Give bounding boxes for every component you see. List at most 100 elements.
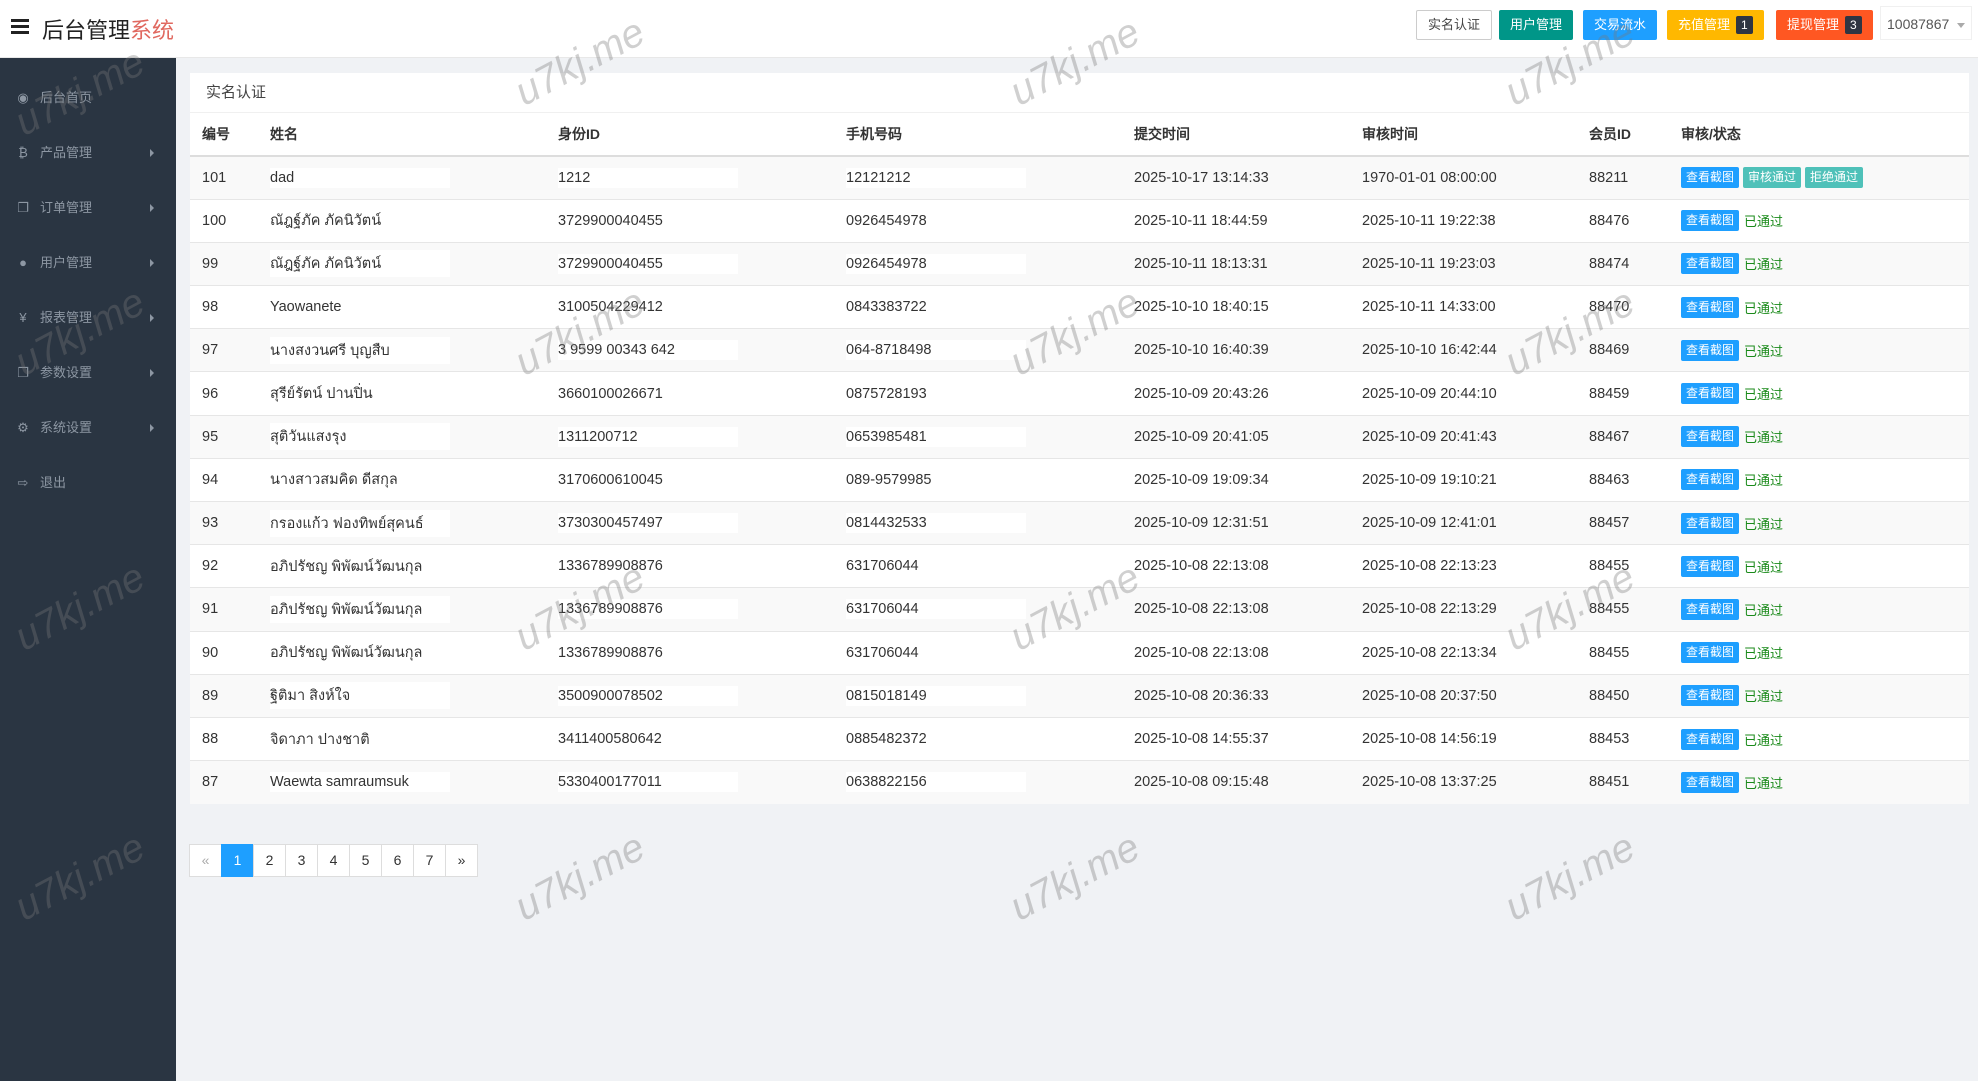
cell-id: 99 [190,241,258,286]
name-text: สุรีย์รัตน์ ปานปิ่น [270,380,450,408]
column-header: 身份ID [546,113,834,157]
cell-phone: 631706044 [834,587,1122,632]
table-row: 91 อภิปรัชญ พิพัฒน์วัฒนกุล 1336789908876… [190,587,1969,632]
phone-text: 089-9579985 [846,469,1026,490]
page-7-button[interactable]: 7 [413,844,446,877]
approve-button[interactable]: 审核通过 [1743,167,1802,189]
view-screenshot-button[interactable]: 查看截图 [1681,685,1740,707]
transactions-button[interactable]: 交易流水 [1583,10,1658,40]
sidebar-item-4[interactable]: ¥ 报表管理 [0,298,176,338]
view-screenshot-button[interactable]: 查看截图 [1681,253,1740,275]
sidebar-item-0[interactable]: ◉ 后台首页 [0,78,176,118]
cell-member-id: 88211 [1577,155,1669,200]
phone-text: 0815018149 [846,685,1026,706]
view-screenshot-button[interactable]: 查看截图 [1681,383,1740,405]
sidebar-item-5[interactable]: ❐ 参数设置 [0,353,176,393]
page-2-button[interactable]: 2 [253,844,286,877]
name-text: กรองแก้ว ฟองทิพย์สุคนธ์ [270,509,450,537]
status-text: 已通过 [1744,343,1784,359]
cell-idno: 3170600610045 [546,457,834,502]
cell-id: 101 [190,155,258,200]
cell-review-time: 2025-10-09 19:10:21 [1350,457,1577,502]
table-row: 97 นางสงวนศรี บุญสืบ 3 9599 00343 642 06… [190,328,1969,372]
sidebar-item-1[interactable]: ₿ 产品管理 [0,133,176,173]
cell-actions: 查看截图 已通过 [1669,673,1969,718]
user-management-button[interactable]: 用户管理 [1499,10,1574,40]
cell-submit-time: 2025-10-09 12:31:51 [1122,500,1350,545]
column-header: 姓名 [258,113,546,157]
watermark: u7kj.me [507,824,652,930]
sidebar-item-6[interactable]: ⚙ 系统设置 [0,408,176,448]
cell-actions: 查看截图 已通过 [1669,198,1969,243]
sidebar-item-3[interactable]: ● 用户管理 [0,243,176,283]
recharge-management-button[interactable]: 充值管理 1 [1667,10,1764,40]
sidebar-item-label: 后台首页 [40,90,93,105]
cell-idno: 1212 [546,155,834,200]
idno-text: 5330400177011 [558,772,738,793]
phone-text: 0875728193 [846,383,1026,404]
column-header: 手机号码 [834,113,1122,157]
cell-phone: 064-8718498 [834,328,1122,372]
panel-title: 实名认证 [190,73,1969,113]
cell-name: ฐิติมา สิงห์ใจ [258,673,546,718]
prev-page-button[interactable]: « [189,844,222,877]
cell-member-id: 88451 [1577,760,1669,804]
view-screenshot-button[interactable]: 查看截图 [1681,512,1740,534]
files-icon: ❐ [17,200,29,215]
view-screenshot-button[interactable]: 查看截图 [1681,167,1740,189]
user-icon: ● [19,255,27,270]
view-screenshot-button[interactable]: 查看截图 [1681,771,1740,793]
user-dropdown[interactable]: 10087867 [1880,6,1973,40]
cell-phone: 0926454978 [834,198,1122,243]
cell-member-id: 88457 [1577,500,1669,545]
page-5-button[interactable]: 5 [349,844,382,877]
watermark: u7kj.me [1002,824,1147,930]
view-screenshot-button[interactable]: 查看截图 [1681,296,1740,318]
cell-name: ณัฎฐ์ภัค ภัคนิวัตน์ [258,241,546,286]
cell-phone: 0638822156 [834,760,1122,804]
cell-idno: 3660100026671 [546,371,834,416]
name-text: ฐิติมา สิงห์ใจ [270,682,450,710]
page-6-button[interactable]: 6 [381,844,414,877]
idno-text: 3 9599 00343 642 [558,340,738,361]
sidebar-item-7[interactable]: ⇨ 退出 [0,463,176,503]
view-screenshot-button[interactable]: 查看截图 [1681,598,1740,620]
cell-review-time: 2025-10-11 14:33:00 [1350,285,1577,329]
view-screenshot-button[interactable]: 查看截图 [1681,555,1740,577]
page-4-button[interactable]: 4 [317,844,350,877]
cell-actions: 查看截图 已通过 [1669,544,1969,588]
view-screenshot-button[interactable]: 查看截图 [1681,642,1740,664]
page-3-button[interactable]: 3 [285,844,318,877]
sidebar-item-2[interactable]: ❐ 订单管理 [0,188,176,228]
column-header: 提交时间 [1122,113,1350,157]
sidebar-item-label: 退出 [40,475,67,490]
status-text: 已通过 [1744,602,1784,618]
hamburger-menu-icon[interactable] [11,19,29,35]
cell-idno: 1336789908876 [546,630,834,675]
cell-phone: 089-9579985 [834,457,1122,502]
cell-submit-time: 2025-10-09 20:43:26 [1122,371,1350,416]
view-screenshot-button[interactable]: 查看截图 [1681,469,1740,491]
phone-text: 064-8718498 [846,340,1026,361]
view-screenshot-button[interactable]: 查看截图 [1681,426,1740,448]
withdraw-management-button[interactable]: 提现管理 3 [1776,10,1873,40]
table-row: 90 อภิปรัชญ พิพัฒน์วัฒนกุล 1336789908876… [190,630,1969,675]
cell-id: 97 [190,328,258,372]
phone-text: 0926454978 [846,253,1026,274]
cell-idno: 1311200712 [546,414,834,459]
next-page-button[interactable]: » [445,844,478,877]
caret-right-icon [150,259,154,267]
status-text: 已通过 [1744,473,1784,489]
realname-auth-button[interactable]: 实名认证 [1416,10,1493,40]
view-screenshot-button[interactable]: 查看截图 [1681,339,1740,361]
page-1-button[interactable]: 1 [221,844,254,877]
phone-text: 12121212 [846,167,1026,188]
bitcoin-icon: ₿ [18,145,28,160]
status-text: 已通过 [1744,559,1784,575]
reject-button[interactable]: 拒绝通过 [1805,167,1864,189]
cell-id: 98 [190,285,258,329]
cell-idno: 3729900040455 [546,241,834,286]
cell-id: 100 [190,198,258,243]
view-screenshot-button[interactable]: 查看截图 [1681,728,1740,750]
view-screenshot-button[interactable]: 查看截图 [1681,210,1740,232]
